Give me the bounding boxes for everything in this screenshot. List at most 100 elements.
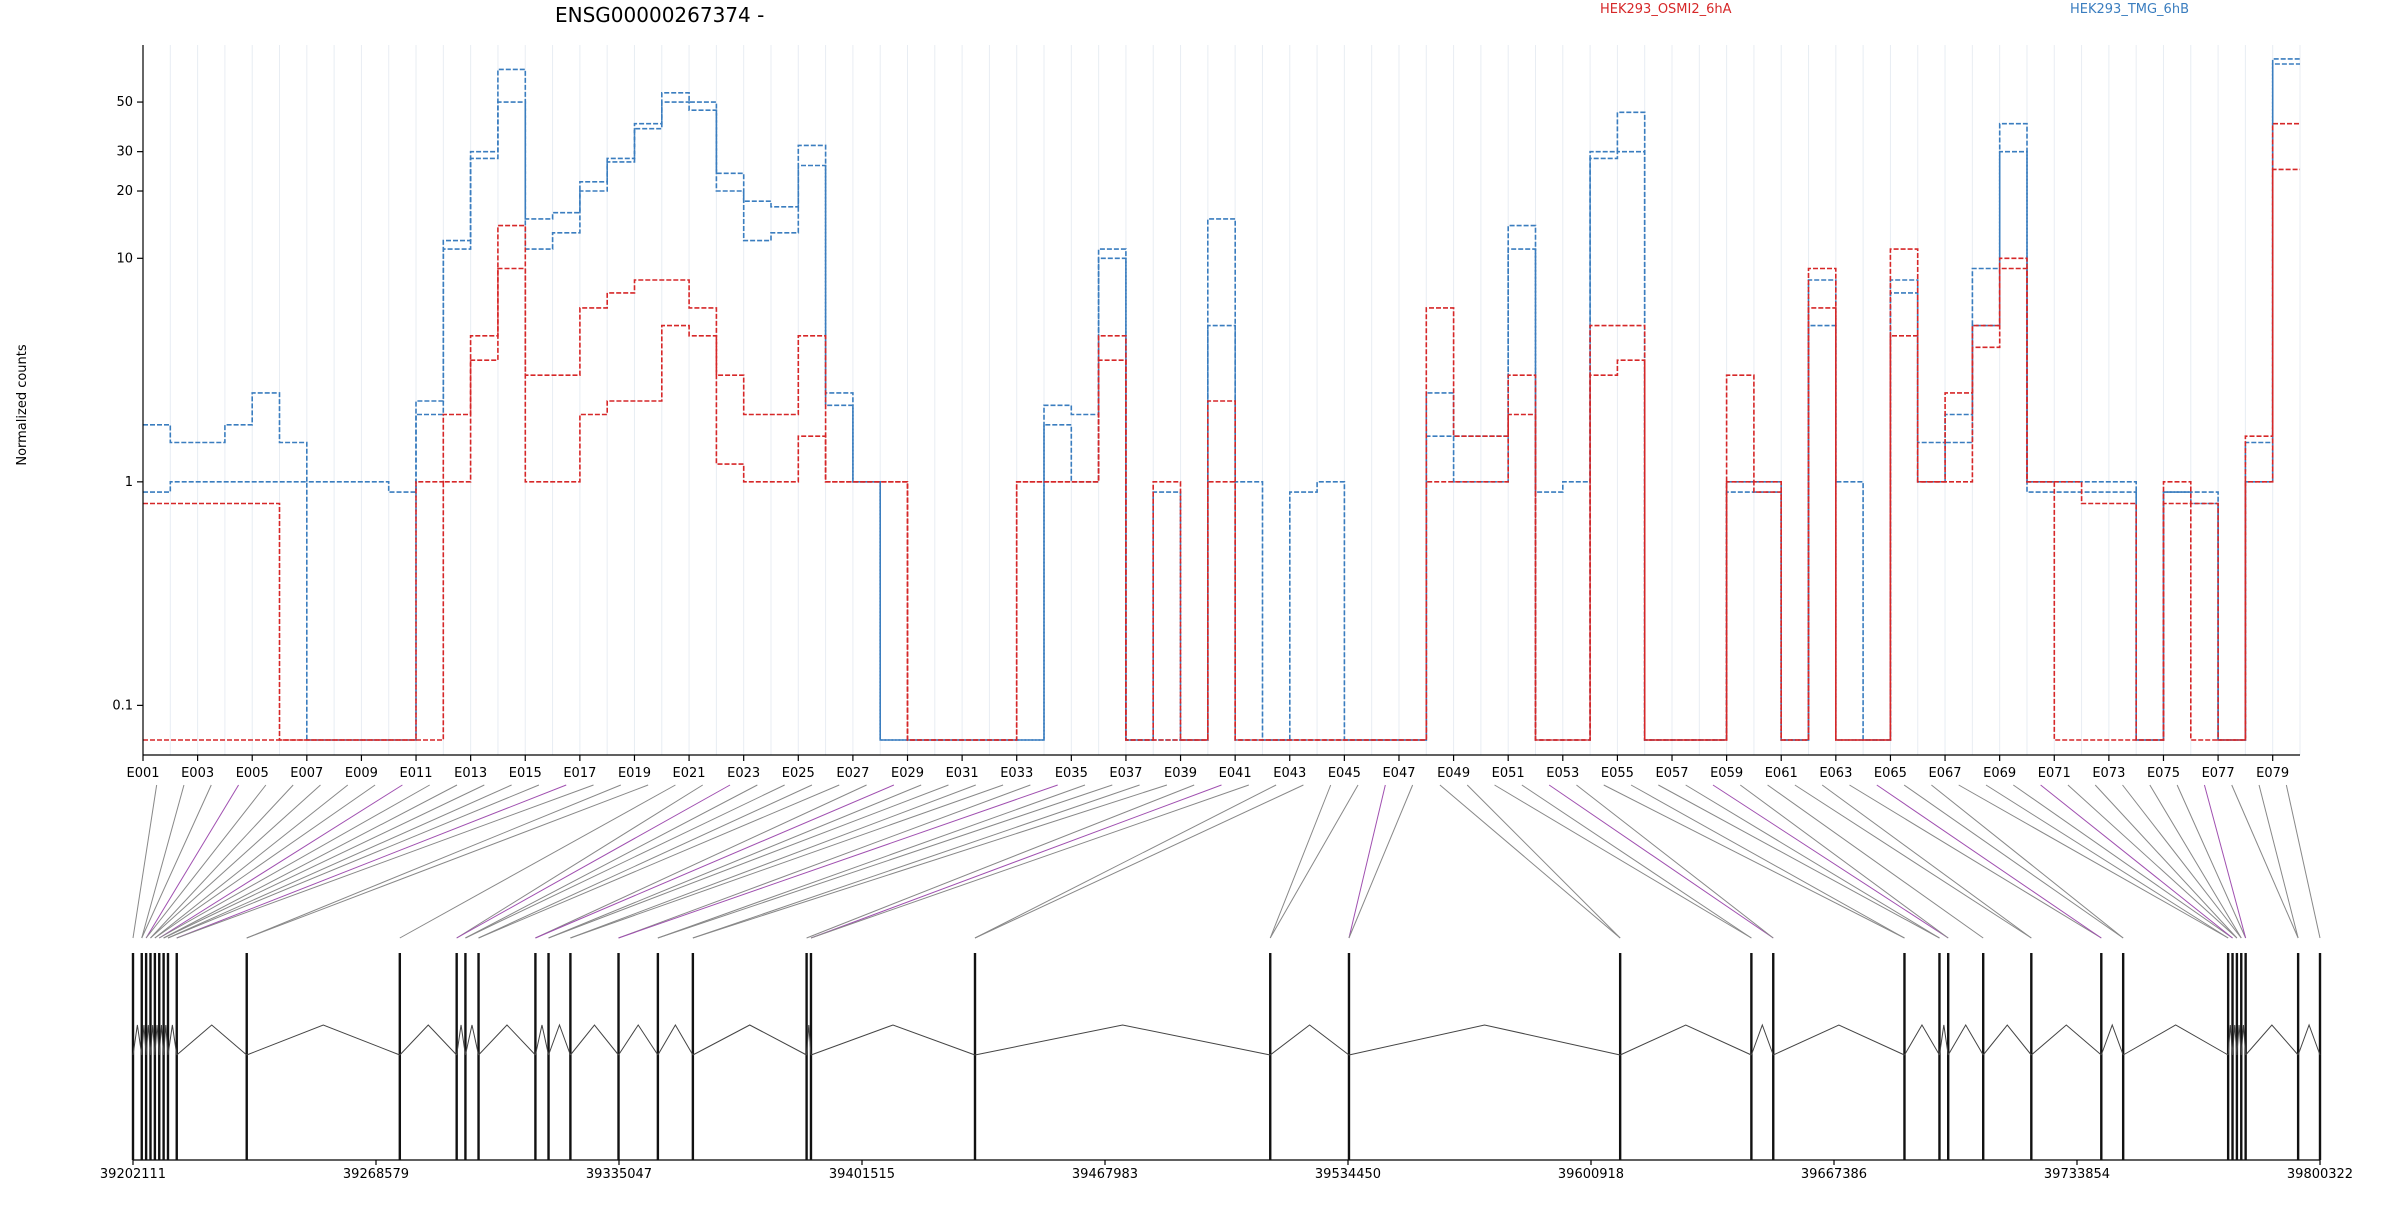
exon (2235, 953, 2239, 1160)
exon (477, 953, 480, 1160)
exon-connector (657, 784, 1113, 939)
exon-connector (657, 784, 1086, 939)
exon (158, 953, 161, 1160)
x-tick-label: E009 (345, 766, 378, 781)
x-tick-label: E033 (1000, 766, 1033, 781)
series-line-2 (143, 122, 2300, 741)
exon-connector (145, 784, 239, 939)
exon-connector (692, 784, 1140, 939)
exon-connector (1576, 784, 1774, 939)
exon-connector (158, 784, 430, 939)
exon-connector (246, 784, 649, 939)
x-tick-label: E015 (509, 766, 542, 781)
exon-connector (1521, 784, 1752, 939)
intron-link (1904, 1024, 1940, 1056)
intron-link (163, 1024, 169, 1056)
exon-connector (154, 784, 349, 939)
exon-connector (2203, 784, 2247, 939)
gene-model: 39202111 39268579 39335047 39401515 39467983… (100, 953, 2353, 1182)
exon (245, 953, 248, 1160)
intron-link (149, 1024, 156, 1056)
exon-connector (1767, 784, 1984, 939)
x-tick-label: E029 (891, 766, 924, 781)
x-tick-label: E005 (236, 766, 269, 781)
exon (534, 953, 537, 1160)
intron-link (548, 1023, 571, 1056)
exon-connector (465, 784, 785, 939)
exon-connector (1658, 784, 1940, 939)
exon (144, 953, 148, 1160)
x-tick-label: E039 (1164, 766, 1197, 781)
genomic-tick-label: 39268579 (343, 1167, 409, 1182)
genomic-tick-label: 39467983 (1072, 1167, 1138, 1182)
exon (2318, 953, 2322, 1160)
exon-connector (2285, 784, 2321, 939)
exon-connector (2040, 784, 2233, 939)
intron-link (246, 1024, 400, 1056)
exon-connector (456, 784, 731, 939)
x-tick-label: E063 (1819, 766, 1852, 781)
exon-connector (548, 784, 949, 939)
exon (2121, 953, 2125, 1160)
exon (1269, 953, 1272, 1160)
exon-connector (570, 784, 976, 939)
legend-osmi2: HEK293_OSMI2_6hA (1600, 2, 1732, 17)
intron-link (570, 1024, 619, 1056)
exon-connector (548, 784, 922, 939)
exon-connectors (132, 784, 2321, 939)
legend-tmg: HEK293_TMG_6hB (2070, 2, 2189, 17)
genomic-tick-label: 39667386 (1801, 1167, 1867, 1182)
exon-connector (692, 784, 1168, 939)
intron-link (141, 1024, 147, 1056)
x-tick-label: E025 (782, 766, 815, 781)
exon-connector (399, 784, 676, 939)
exon (140, 953, 143, 1160)
exon-connector (150, 784, 294, 939)
exon-connector (1603, 784, 1905, 939)
exon-connector (810, 784, 1249, 939)
intron-link (154, 1024, 160, 1056)
x-tick-label: E065 (1874, 766, 1907, 781)
x-tick-label: E007 (290, 766, 323, 781)
exon-connector (2094, 784, 2238, 939)
exon-connector (2258, 784, 2299, 939)
exon-connector (1685, 784, 1940, 939)
exon-connector (1876, 784, 2102, 939)
y-tick-label: 10 (116, 251, 133, 266)
exon-connector (1630, 784, 1905, 939)
exon-connector (163, 784, 458, 939)
exon (162, 953, 165, 1160)
x-tick-label: E075 (2147, 766, 2180, 781)
exon-connector (1269, 784, 1332, 939)
exon-connector (456, 784, 703, 939)
x-tick-label: E071 (2038, 766, 2071, 781)
exon (149, 953, 152, 1160)
exon-connector (2231, 784, 2299, 939)
intron-link (167, 1024, 178, 1056)
intron-link (2232, 1024, 2238, 1056)
x-tick-label: E023 (727, 766, 760, 781)
x-tick-label: E067 (1929, 766, 1962, 781)
exon (656, 953, 660, 1160)
intron-link (618, 1024, 659, 1056)
exon (2100, 953, 2103, 1160)
x-tick-label: E055 (1601, 766, 1634, 781)
exon-connector (150, 784, 321, 939)
intron-link (1982, 1024, 2032, 1056)
genomic-tick-label: 39733854 (2044, 1167, 2110, 1182)
intron-link (1619, 1024, 1752, 1056)
x-tick-label: E035 (1055, 766, 1088, 781)
x-tick-label: E043 (1273, 766, 1306, 781)
intron-link (1750, 1023, 1774, 1056)
genomic-tick-label: 39202111 (100, 1167, 166, 1182)
exon-connector (1348, 784, 1386, 939)
exon-connector (2122, 784, 2242, 939)
exon (1347, 953, 1351, 1160)
exon-connector (974, 784, 1304, 939)
x-tick-label: E059 (1710, 766, 1743, 781)
exon (2244, 953, 2247, 1160)
exon (464, 953, 467, 1160)
series-line-1 (143, 63, 2300, 741)
